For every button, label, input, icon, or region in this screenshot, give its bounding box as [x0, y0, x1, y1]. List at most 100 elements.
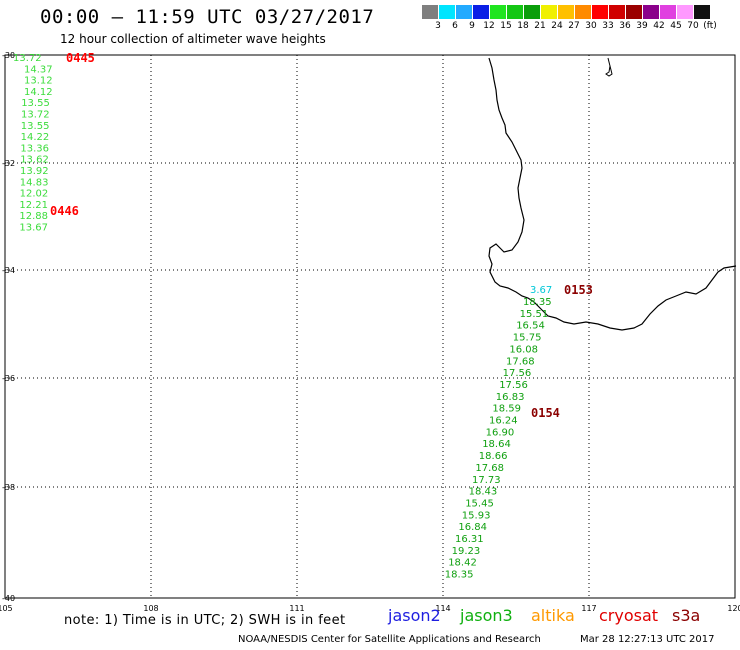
color-scale [422, 5, 711, 19]
scale-label: 33 [602, 21, 614, 31]
scale-swatch [592, 5, 609, 19]
scale-swatch [660, 5, 677, 19]
swh-value: 15.75 [513, 333, 542, 344]
swh-value: 12.02 [20, 189, 49, 200]
swh-value: 13.72 [13, 53, 42, 64]
scale-swatch [490, 5, 507, 19]
swh-value: 18.59 [492, 404, 521, 415]
scale-label: 6 [452, 21, 458, 31]
scale-swatch [541, 5, 558, 19]
scale-swatch [524, 5, 541, 19]
longitude-label: 117 [581, 604, 596, 613]
swh-value: 17.68 [506, 356, 535, 367]
australia-coastline [488, 57, 737, 331]
latitude-label: -36 [2, 374, 15, 383]
swh-value: 17.68 [475, 463, 504, 474]
latitude-label: -30 [2, 51, 15, 60]
scale-swatch [473, 5, 490, 19]
scale-label: 42 [653, 21, 665, 31]
credit-text: NOAA/NESDIS Center for Satellite Applica… [238, 634, 541, 645]
latitude-label: -38 [2, 483, 15, 492]
pass-time-label: 0446 [50, 204, 79, 218]
graticule [5, 55, 735, 598]
scale-label: 18 [517, 21, 529, 31]
swh-value: 13.72 [21, 110, 50, 121]
scale-label: 3 [435, 21, 441, 31]
scale-label: 36 [619, 21, 631, 31]
swh-value: 13.92 [20, 166, 49, 177]
scale-label: 21 [534, 21, 546, 31]
scale-label: 39 [636, 21, 648, 31]
latitude-label: -32 [2, 159, 15, 168]
scale-swatch [575, 5, 592, 19]
swh-value: 16.31 [455, 534, 484, 545]
scale-label: 12 [483, 21, 495, 31]
swh-value: 18.64 [482, 439, 511, 450]
scale-label: 45 [670, 21, 682, 31]
swh-value: 16.90 [486, 427, 515, 438]
swh-value: 14.12 [24, 87, 53, 98]
swh-value: 15.45 [465, 498, 494, 509]
swh-value: 13.55 [21, 121, 50, 132]
swh-value: 16.83 [496, 392, 525, 403]
legend-item-altika: altika [531, 606, 575, 625]
swh-value: 14.83 [20, 177, 49, 188]
scale-label: 24 [551, 21, 563, 31]
swh-value: 12.21 [19, 200, 48, 211]
swh-value: 19.23 [452, 546, 481, 557]
swh-value: 18.66 [479, 451, 508, 462]
swh-value: 13.55 [21, 98, 50, 109]
swh-value: 3.67 [530, 285, 552, 296]
latitude-label: -40 [2, 594, 15, 603]
scale-swatch [558, 5, 575, 19]
scale-swatch [609, 5, 626, 19]
scale-swatch [677, 5, 694, 19]
legend-item-jason3: jason3 [460, 606, 513, 625]
swh-value: 13.12 [24, 76, 53, 87]
color-scale-labels: 3 6 9 12 15 18 21 24 27 30 33 36 39 42 45 70 (ft) [422, 21, 740, 33]
units-note: note: 1) Time is in UTC; 2) SWH is in fe… [64, 613, 346, 628]
pass-time-label: 0154 [531, 406, 560, 420]
legend-item-cryosat: cryosat [599, 606, 659, 625]
swh-value: 17.73 [472, 475, 501, 486]
swh-value: 16.08 [509, 344, 538, 355]
latitude-label: -34 [2, 266, 15, 275]
scale-swatch [456, 5, 473, 19]
pass-time-label: 0153 [564, 283, 593, 297]
swh-value: 16.54 [516, 321, 545, 332]
longitude-label: 120 [727, 604, 740, 613]
scale-swatch [626, 5, 643, 19]
scale-label: 30 [585, 21, 597, 31]
swh-value: 18.35 [523, 297, 552, 308]
swh-value: 13.62 [20, 155, 49, 166]
scale-label: 9 [469, 21, 475, 31]
longitude-label: 105 [0, 604, 13, 613]
swh-value: 15.51 [520, 309, 549, 320]
longitude-label: 114 [435, 604, 450, 613]
swh-value: 12.88 [19, 211, 48, 222]
scale-swatch [694, 5, 711, 19]
scale-swatch [507, 5, 524, 19]
scale-label: 15 [500, 21, 512, 31]
swh-value: 18.42 [448, 558, 477, 569]
scale-label: (ft) [703, 21, 717, 31]
legend-item-jason2: jason2 [388, 606, 441, 625]
swh-value: 16.84 [458, 522, 487, 533]
map-title: 00:00 – 11:59 UTC 03/27/2017 [40, 6, 375, 28]
swh-value: 17.56 [499, 380, 528, 391]
swh-value: 13.67 [19, 223, 48, 234]
swh-value: 16.24 [489, 416, 518, 427]
swh-value: 18.35 [445, 570, 474, 581]
swh-value: 14.37 [24, 64, 53, 75]
generation-timestamp: Mar 28 12:27:13 UTC 2017 [580, 634, 715, 645]
scale-swatch [643, 5, 660, 19]
swh-value: 14.22 [21, 132, 50, 143]
pass-time-label: 0445 [66, 51, 95, 65]
longitude-label: 108 [143, 604, 158, 613]
island-outline [605, 57, 613, 77]
longitude-label: 111 [289, 604, 304, 613]
map-subtitle: 12 hour collection of altimeter wave hei… [60, 32, 326, 46]
scale-label: 70 [687, 21, 699, 31]
swh-value: 17.56 [503, 368, 532, 379]
map-frame [4, 54, 736, 599]
